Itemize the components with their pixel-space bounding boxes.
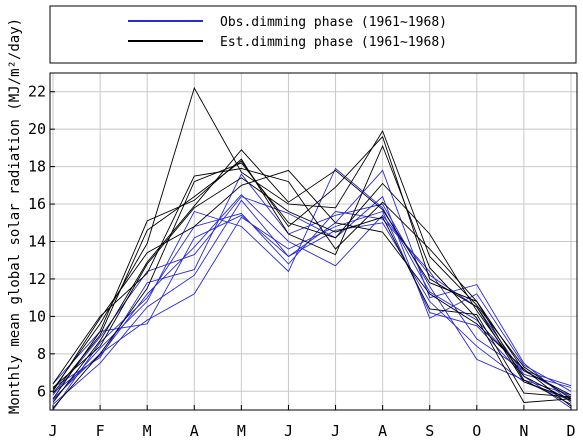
x-tick-label: J: [331, 422, 340, 440]
est-series-line-8: [52, 86, 572, 400]
est-series-line-11: [52, 162, 572, 409]
est-series-line-9: [52, 144, 572, 403]
y-tick-label: 8: [37, 345, 46, 363]
est-series-line-10: [52, 168, 572, 405]
x-tick-label: J: [284, 422, 293, 440]
legend-label-0: Obs.dimming phase (1961∼1968): [220, 15, 447, 30]
est-series-line-12: [52, 149, 572, 403]
x-tick-label: S: [425, 422, 434, 440]
y-tick-label: 10: [28, 307, 46, 325]
y-tick-label: 6: [37, 382, 46, 400]
legend: Obs.dimming phase (1961∼1968) Est.dimming…: [128, 15, 447, 50]
obs-series-line-2: [52, 173, 572, 396]
x-tick-label: M: [143, 422, 152, 440]
x-tick-label: F: [96, 422, 105, 440]
est-series-line-14: [52, 135, 572, 400]
x-tick-label: D: [566, 422, 575, 440]
est-series-line-15: [52, 177, 572, 398]
x-tick-label: M: [237, 422, 246, 440]
x-tick-label: A: [190, 422, 199, 440]
y-axis-title: Monthly mean global solar radiation (MJ/…: [7, 18, 23, 414]
obs-series-line-0: [52, 169, 572, 405]
y-tick-label: 12: [28, 270, 46, 288]
y-tick-label: 16: [28, 195, 46, 213]
series-layer: [52, 86, 572, 411]
y-tick-label: 22: [28, 83, 46, 101]
y-tick-label: 20: [28, 120, 46, 138]
x-tick-label: A: [378, 422, 387, 440]
obs-series-line-7: [52, 194, 572, 394]
x-tick-label: N: [519, 422, 528, 440]
x-tick-label: O: [472, 422, 481, 440]
obs-series-line-3: [52, 211, 572, 411]
legend-box: [49, 5, 577, 64]
y-axis-ticks: 6 8 10 12 14 16 18 20 22: [28, 83, 55, 400]
legend-label-1: Est.dimming phase (1961∼1968): [220, 35, 447, 50]
y-tick-label: 14: [28, 233, 46, 251]
x-tick-label: J: [48, 422, 57, 440]
est-series-line-13: [52, 169, 572, 407]
y-tick-label: 18: [28, 158, 46, 176]
obs-series-line-4: [52, 195, 572, 396]
obs-series-line-5: [52, 214, 572, 402]
obs-series-line-6: [52, 167, 572, 401]
